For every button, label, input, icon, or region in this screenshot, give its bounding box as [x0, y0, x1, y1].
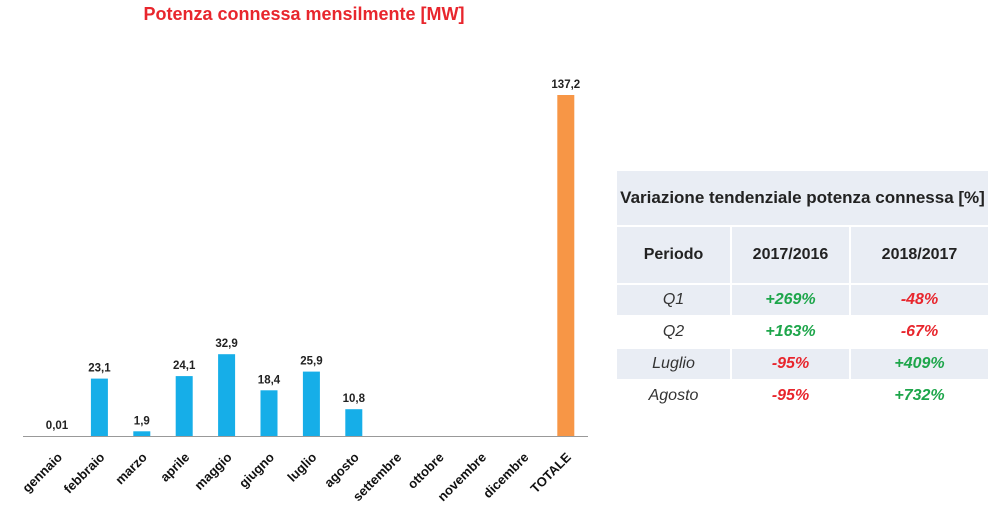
value-cell: +269% — [732, 285, 849, 315]
bar-agosto — [345, 409, 363, 436]
bar-chart: 0,01 gennaio 23,1 febbraio 1,9 marzo 24,1 april… — [19, 79, 588, 504]
x-tick-label: ottobre — [404, 450, 446, 492]
data-label: 24,1 — [173, 360, 196, 372]
header-2018-2017: 2018/2017 — [851, 227, 988, 283]
x-tick-label: febbraio — [61, 449, 108, 496]
table-row: Luglio -95% +409% — [617, 349, 988, 379]
data-label: 23,1 — [88, 363, 111, 375]
value-cell: +163% — [732, 317, 849, 347]
data-label: 0,01 — [46, 420, 69, 432]
bar-aprile — [175, 376, 193, 436]
x-tick-label: dicembre — [480, 450, 531, 501]
x-tick-label: agosto — [321, 449, 362, 490]
x-tick-label: marzo — [112, 449, 150, 487]
data-label: 1,9 — [134, 415, 150, 427]
x-tick-label: aprile — [157, 450, 192, 485]
value-cell: -67% — [851, 317, 988, 347]
header-2017-2016: 2017/2016 — [732, 227, 849, 283]
data-label: 32,9 — [215, 338, 237, 350]
value-cell: -95% — [732, 381, 849, 411]
period-cell: Q1 — [617, 285, 730, 315]
bar-maggio — [218, 354, 236, 436]
x-tick-label: TOTALE — [527, 449, 574, 496]
bar-total — [557, 95, 575, 436]
x-tick-label: maggio — [191, 449, 234, 492]
bar-marzo — [133, 431, 151, 436]
data-label: 10,8 — [343, 393, 366, 405]
x-tick-label: gennaio — [19, 449, 65, 495]
table-row: Q1 +269% -48% — [617, 285, 988, 315]
period-cell: Luglio — [617, 349, 730, 379]
data-label: 25,9 — [300, 356, 322, 368]
table-row: Q2 +163% -67% — [617, 317, 988, 347]
value-cell: -48% — [851, 285, 988, 315]
value-cell: -95% — [732, 349, 849, 379]
x-tick-label: giugno — [236, 449, 277, 490]
header-periodo: Periodo — [617, 227, 730, 283]
period-cell: Q2 — [617, 317, 730, 347]
value-cell: +409% — [851, 349, 988, 379]
value-cell: +732% — [851, 381, 988, 411]
bar-luglio — [302, 371, 320, 436]
table-title: Variazione tendenziale potenza connessa … — [617, 171, 988, 225]
variation-table: Variazione tendenziale potenza connessa … — [615, 169, 990, 413]
bar-giugno — [260, 390, 278, 436]
period-cell: Agosto — [617, 381, 730, 411]
bar-febbraio — [90, 378, 108, 436]
data-label: 18,4 — [258, 374, 281, 386]
table-row: Agosto -95% +732% — [617, 381, 988, 411]
chart-title: Potenza connessa mensilmente [MW] — [143, 4, 465, 24]
x-tick-label: luglio — [284, 449, 319, 484]
data-label: 137,2 — [551, 79, 580, 91]
